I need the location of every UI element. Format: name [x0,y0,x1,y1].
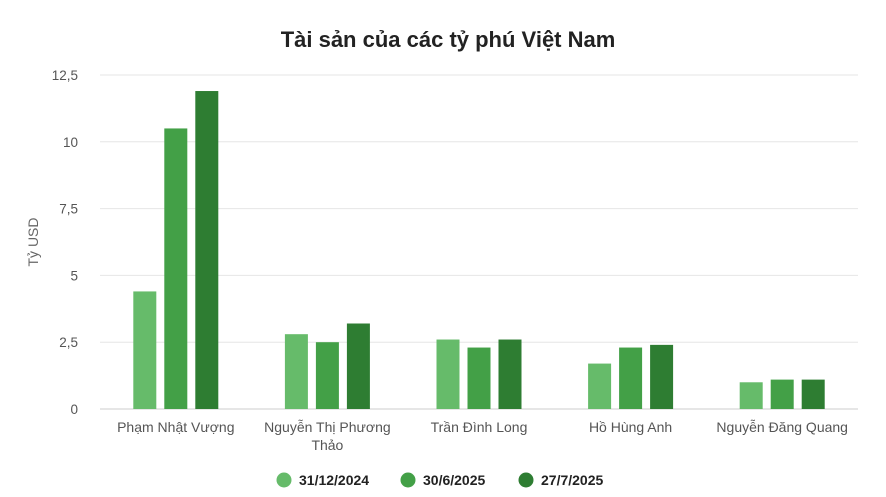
x-axis-categories: Phạm Nhật Vượng Nguyễn Thị Phương Thảo Trần… [117,419,848,453]
legend-label: 27/7/2025 [541,472,603,488]
legend-item[interactable]: 30/6/2025 [400,472,486,488]
category-label: Trần Đình Long [431,419,528,435]
legend-marker [518,472,534,488]
y-tick-label: 12,5 [52,68,78,83]
bar[interactable] [801,379,825,409]
category-label: Phạm Nhật Vượng [117,419,234,435]
y-axis-label: Tỷ USD [25,218,41,267]
legend[interactable]: 31/12/2024 30/6/2025 27/7/2025 [276,472,604,488]
bar[interactable] [346,323,370,409]
legend-item[interactable]: 31/12/2024 [276,472,370,488]
bar[interactable] [195,91,219,410]
y-tick-label: 5 [70,268,78,283]
legend-item[interactable]: 27/7/2025 [518,472,604,488]
bar[interactable] [498,339,522,409]
category-label: Nguyễn Thị Phương [264,419,390,435]
bar[interactable] [588,363,612,409]
bar[interactable] [436,339,460,409]
y-axis-ticks: 0 2,5 5 7,5 10 12,5 [52,68,78,417]
bar[interactable] [739,382,763,409]
category-label: Thảo [311,437,343,453]
legend-label: 30/6/2025 [423,472,485,488]
y-tick-label: 2,5 [59,335,78,350]
y-tick-label: 7,5 [59,202,78,217]
bar[interactable] [164,128,188,409]
bar[interactable] [315,342,339,409]
category-label: Hồ Hùng Anh [589,419,672,435]
gridlines [100,74,858,410]
bar[interactable] [467,347,491,409]
legend-marker [400,472,416,488]
category-label: Nguyễn Đăng Quang [716,419,848,435]
bar[interactable] [650,344,674,409]
legend-label: 31/12/2024 [299,472,369,488]
y-tick-label: 10 [63,135,78,150]
bar[interactable] [133,291,157,409]
bars [133,91,825,410]
bar[interactable] [619,347,643,409]
legend-marker [276,472,292,488]
bar[interactable] [770,379,794,409]
bar[interactable] [284,334,308,409]
chart-title: Tài sản của các tỷ phú Việt Nam [281,27,616,52]
y-tick-label: 0 [70,402,78,417]
